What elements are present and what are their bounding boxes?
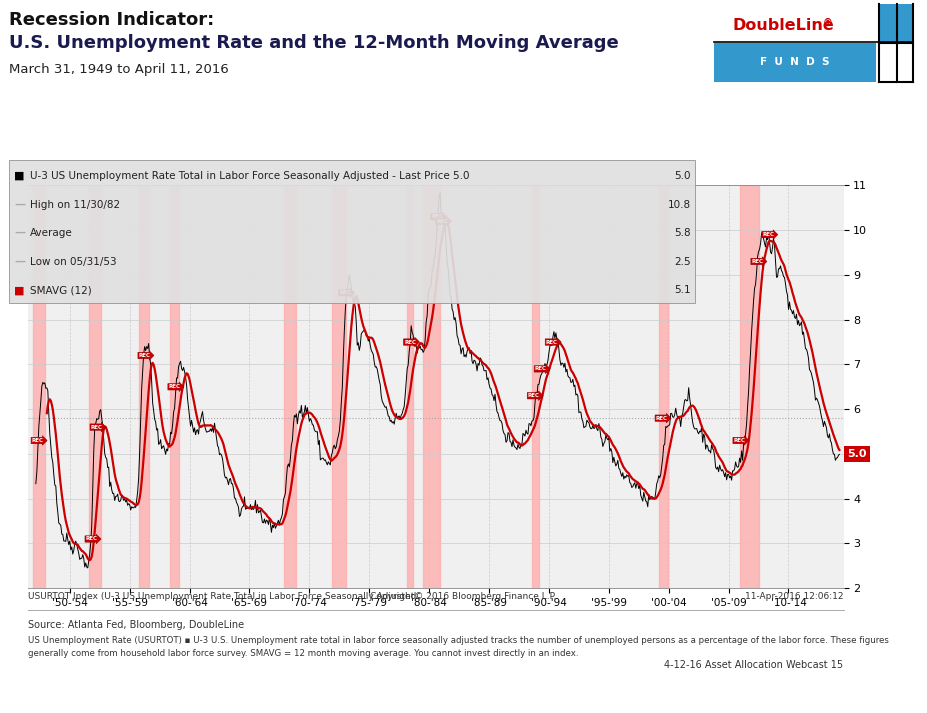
Bar	[740, 185, 758, 588]
Text: REC: REC	[431, 214, 443, 219]
Text: REC: REC	[404, 339, 416, 344]
Text: U-3 US Unemployment Rate Total in Labor Force Seasonally Adjusted - Last Price 5: U-3 US Unemployment Rate Total in Labor …	[30, 171, 469, 181]
Text: Copyright© 2016 Bloomberg Finance L.P.: Copyright© 2016 Bloomberg Finance L.P.	[370, 592, 557, 601]
Text: REC: REC	[339, 290, 351, 295]
Text: 5.8: 5.8	[674, 228, 691, 238]
Text: Source: Atlanta Fed, Bloomberg, DoubleLine: Source: Atlanta Fed, Bloomberg, DoubleLi…	[28, 620, 244, 630]
Bar	[32, 185, 44, 588]
Text: REC: REC	[733, 438, 745, 443]
Bar	[532, 185, 539, 588]
Text: U.S. Unemployment Rate and the 12-Month Moving Average: U.S. Unemployment Rate and the 12-Month …	[9, 34, 619, 52]
Text: 11-Apr-2016 12:06:12: 11-Apr-2016 12:06:12	[745, 592, 844, 601]
Text: —: —	[14, 200, 25, 210]
Text: High on 11/30/82: High on 11/30/82	[30, 200, 120, 210]
Text: REC: REC	[32, 438, 44, 443]
Bar	[139, 185, 148, 588]
Text: —: —	[14, 228, 25, 238]
Text: DoubleLine: DoubleLine	[732, 18, 834, 33]
Text: REC: REC	[169, 384, 181, 389]
Text: Average: Average	[30, 228, 72, 238]
Text: REC: REC	[527, 394, 540, 399]
Text: 10.8: 10.8	[667, 200, 691, 210]
Text: generally come from household labor force survey. SMAVG = 12 month moving averag: generally come from household labor forc…	[28, 649, 578, 658]
Text: 4-12-16 Asset Allocation Webcast 15: 4-12-16 Asset Allocation Webcast 15	[665, 660, 844, 670]
Text: REC: REC	[85, 536, 97, 541]
Text: 5.0: 5.0	[674, 171, 691, 181]
Text: —: —	[14, 257, 25, 267]
Text: Recession Indicator:: Recession Indicator:	[9, 11, 214, 29]
Bar	[659, 185, 667, 588]
Text: 5.1: 5.1	[674, 285, 691, 295]
Bar	[170, 185, 179, 588]
Text: March 31, 1949 to April 11, 2016: March 31, 1949 to April 11, 2016	[9, 63, 229, 76]
Text: ®: ®	[822, 18, 832, 28]
Text: ■: ■	[14, 171, 24, 181]
Text: REC: REC	[535, 366, 547, 371]
Text: REC: REC	[436, 219, 448, 224]
Text: US Unemployment Rate (USURTOT) ▪ U-3 U.S. Unemployment rate total in labor force: US Unemployment Rate (USURTOT) ▪ U-3 U.S…	[28, 636, 889, 645]
Bar	[423, 185, 440, 588]
Text: REC: REC	[546, 339, 558, 344]
Text: 2.5: 2.5	[674, 257, 691, 267]
Bar	[89, 185, 101, 588]
Text: F  U  N  D  S: F U N D S	[760, 57, 829, 67]
Text: REC: REC	[139, 353, 150, 358]
Text: USURTOT Index (U-3 US Unemployment Rate Total in Labor Force Seasonally Adjusted: USURTOT Index (U-3 US Unemployment Rate …	[28, 592, 416, 601]
Bar	[332, 185, 346, 588]
Text: Low on 05/31/53: Low on 05/31/53	[30, 257, 116, 267]
Text: REC: REC	[655, 416, 667, 421]
Text: ■: ■	[14, 285, 24, 295]
Text: REC: REC	[763, 232, 774, 237]
Text: REC: REC	[91, 424, 103, 430]
Bar	[285, 185, 297, 588]
Text: REC: REC	[752, 259, 764, 264]
Text: SMAVG (12): SMAVG (12)	[30, 285, 92, 295]
Text: 5.0: 5.0	[847, 449, 867, 459]
Bar	[407, 185, 413, 588]
